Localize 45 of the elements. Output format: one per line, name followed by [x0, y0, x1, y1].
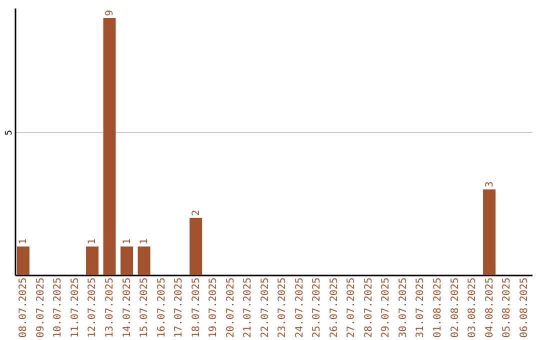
data-label: 3	[484, 181, 496, 188]
data-label: 1	[139, 238, 150, 244]
bar	[138, 246, 150, 275]
x-tick-label: 27.07.2025	[346, 278, 358, 338]
bar	[190, 218, 202, 275]
data-label: 1	[87, 238, 98, 244]
x-tick-label: 13.07.2025	[104, 278, 116, 338]
x-tick-label: 10.07.2025	[52, 278, 64, 338]
x-tick-label: 08.07.2025	[18, 278, 30, 338]
x-tick-label: 14.07.2025	[122, 278, 133, 338]
x-tick-label: 03.08.2025	[467, 278, 478, 338]
data-label: 9	[104, 10, 116, 16]
x-tick-label: 24.07.2025	[294, 278, 306, 338]
x-tick-label: 18.07.2025	[190, 278, 202, 338]
x-tick-label: 05.08.2025	[502, 278, 513, 338]
x-tick-label: 12.07.2025	[87, 278, 98, 338]
x-tick-label: 09.07.2025	[35, 278, 46, 338]
x-tick-label: 01.08.2025	[432, 278, 444, 338]
x-tick-label: 25.07.2025	[312, 278, 323, 338]
x-tick-label: 11.07.2025	[70, 278, 81, 338]
bar	[86, 246, 98, 275]
x-tick-label: 29.07.2025	[380, 278, 392, 338]
x-tick-label: 17.07.2025	[174, 278, 185, 338]
data-label: 1	[18, 238, 30, 244]
data-label: 1	[122, 238, 133, 244]
x-tick-label: 19.07.2025	[208, 278, 220, 338]
x-tick-label: 20.07.2025	[225, 278, 236, 338]
bar	[103, 18, 116, 275]
bar	[16, 246, 30, 275]
y-tick-label: 5	[4, 130, 14, 136]
x-tick-label: 28.07.2025	[363, 278, 374, 338]
x-tick-label: 16.07.2025	[156, 278, 168, 338]
x-tick-label: 21.07.2025	[242, 278, 254, 338]
x-tick-label: 23.07.2025	[277, 278, 288, 338]
bar	[483, 189, 496, 275]
x-tick-label: 15.07.2025	[139, 278, 150, 338]
data-label: 2	[190, 210, 202, 216]
x-tick-label: 22.07.2025	[260, 278, 271, 338]
x-tick-label: 26.07.2025	[328, 278, 340, 338]
bar	[120, 246, 134, 275]
x-tick-label: 02.08.2025	[450, 278, 461, 338]
x-tick-label: 31.07.2025	[415, 278, 426, 338]
x-tick-label: 06.08.2025	[518, 278, 530, 338]
x-tick-label: 04.08.2025	[484, 278, 496, 338]
x-tick-label: 30.07.2025	[398, 278, 409, 338]
